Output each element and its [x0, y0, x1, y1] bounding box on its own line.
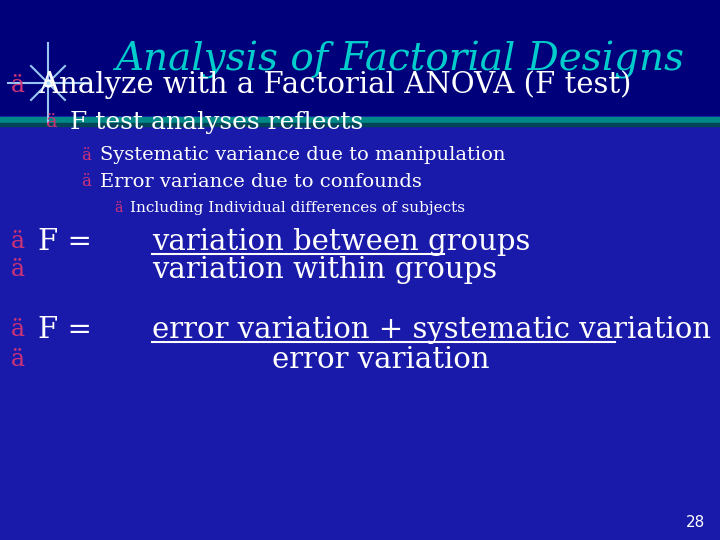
Bar: [0, 123, 720, 126]
Text: Including Individual differences of subjects: Including Individual differences of subj…: [130, 201, 465, 215]
Text: variation between groups: variation between groups: [152, 228, 531, 256]
Text: ä: ä: [46, 113, 58, 131]
Bar: [0, 0, 720, 115]
Text: ä: ä: [11, 259, 25, 281]
Text: ä: ä: [11, 73, 25, 97]
Text: ä: ä: [11, 319, 25, 341]
Text: Analyze with a Factorial ANOVA (F test): Analyze with a Factorial ANOVA (F test): [38, 71, 631, 99]
Text: Systematic variance due to manipulation: Systematic variance due to manipulation: [100, 146, 505, 164]
Text: F =: F =: [38, 228, 102, 256]
Text: F test analyses reflects: F test analyses reflects: [70, 111, 364, 133]
Text: 28: 28: [685, 515, 705, 530]
Text: ä: ä: [114, 201, 122, 215]
Text: F =: F =: [38, 316, 102, 344]
Text: error variation: error variation: [272, 346, 490, 374]
Text: error variation + systematic variation: error variation + systematic variation: [152, 316, 711, 344]
Text: ä: ä: [11, 231, 25, 253]
Text: Error variance due to confounds: Error variance due to confounds: [100, 173, 422, 191]
Text: ä: ä: [81, 173, 91, 191]
Text: ä: ä: [11, 348, 25, 372]
Text: Analysis of Factorial Designs: Analysis of Factorial Designs: [115, 41, 685, 79]
Text: ä: ä: [81, 146, 91, 164]
Text: variation within groups: variation within groups: [152, 256, 497, 284]
Bar: [0, 117, 720, 123]
